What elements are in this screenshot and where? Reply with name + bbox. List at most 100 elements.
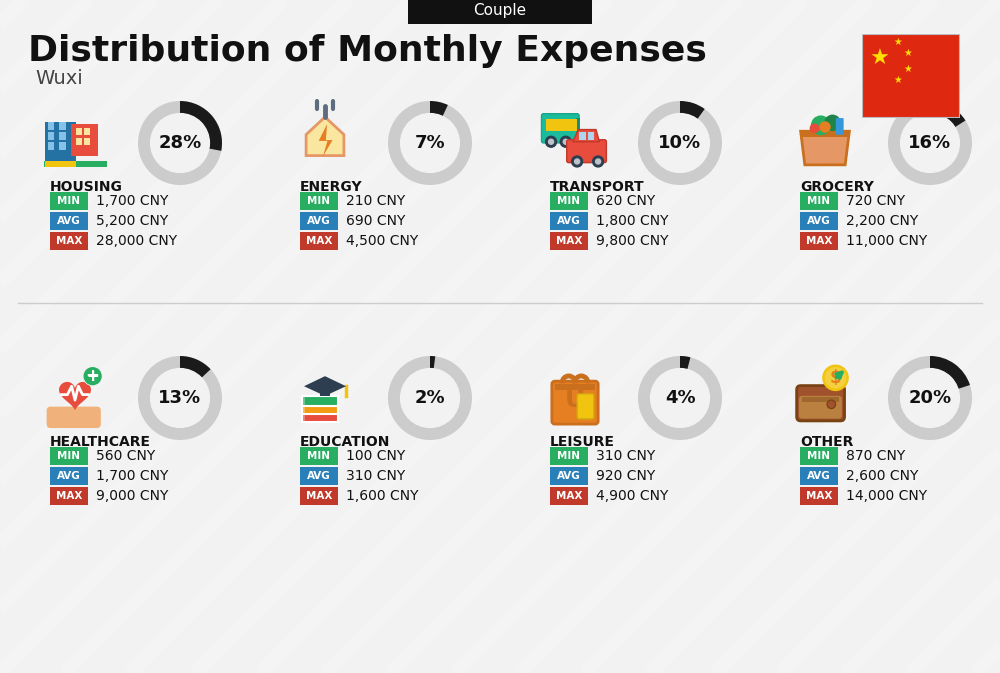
Circle shape [546, 136, 557, 147]
FancyBboxPatch shape [408, 0, 592, 24]
Text: MAX: MAX [556, 491, 582, 501]
Wedge shape [888, 356, 972, 440]
Circle shape [828, 401, 834, 407]
Text: LEISURE: LEISURE [550, 435, 615, 449]
FancyBboxPatch shape [836, 118, 844, 135]
Circle shape [401, 369, 459, 427]
Text: 1,600 CNY: 1,600 CNY [346, 489, 418, 503]
FancyBboxPatch shape [302, 396, 338, 406]
Text: 28%: 28% [158, 134, 202, 152]
FancyBboxPatch shape [588, 132, 594, 141]
Text: MAX: MAX [306, 491, 332, 501]
FancyBboxPatch shape [567, 140, 606, 163]
FancyBboxPatch shape [50, 487, 88, 505]
Text: 9,000 CNY: 9,000 CNY [96, 489, 168, 503]
Text: 1,700 CNY: 1,700 CNY [96, 469, 168, 483]
FancyBboxPatch shape [302, 404, 305, 414]
FancyBboxPatch shape [48, 132, 54, 139]
Text: OTHER: OTHER [800, 435, 853, 449]
FancyBboxPatch shape [556, 119, 567, 131]
FancyBboxPatch shape [48, 142, 54, 149]
Text: 4,900 CNY: 4,900 CNY [596, 489, 668, 503]
Circle shape [593, 156, 604, 167]
Polygon shape [304, 376, 346, 396]
Circle shape [151, 369, 209, 427]
Text: 870 CNY: 870 CNY [846, 449, 905, 463]
FancyBboxPatch shape [84, 138, 90, 145]
Wedge shape [930, 101, 965, 127]
Polygon shape [573, 130, 599, 142]
Text: ★: ★ [903, 65, 912, 75]
FancyBboxPatch shape [550, 232, 588, 250]
FancyBboxPatch shape [50, 192, 88, 210]
Text: AVG: AVG [557, 216, 581, 226]
Circle shape [820, 122, 830, 132]
Text: 310 CNY: 310 CNY [346, 469, 405, 483]
FancyBboxPatch shape [546, 119, 556, 131]
FancyBboxPatch shape [65, 412, 77, 423]
Text: U: U [565, 388, 585, 412]
Circle shape [810, 124, 819, 133]
Text: +: + [86, 369, 99, 384]
FancyBboxPatch shape [59, 132, 66, 139]
FancyBboxPatch shape [300, 447, 338, 465]
Text: 28,000 CNY: 28,000 CNY [96, 234, 177, 248]
Text: 10%: 10% [658, 134, 702, 152]
Text: ★: ★ [894, 75, 902, 85]
Text: AVG: AVG [57, 216, 81, 226]
FancyBboxPatch shape [300, 487, 338, 505]
FancyBboxPatch shape [300, 467, 338, 485]
FancyBboxPatch shape [862, 34, 960, 118]
Text: MIN: MIN [58, 451, 80, 461]
FancyBboxPatch shape [302, 396, 305, 406]
Wedge shape [180, 101, 222, 151]
Text: MIN: MIN [558, 451, 580, 461]
FancyBboxPatch shape [45, 162, 76, 168]
FancyBboxPatch shape [800, 232, 838, 250]
Text: 13%: 13% [158, 389, 202, 407]
FancyBboxPatch shape [48, 122, 54, 130]
Text: 20%: 20% [908, 389, 952, 407]
Text: 2,600 CNY: 2,600 CNY [846, 469, 918, 483]
Text: MAX: MAX [56, 236, 82, 246]
Text: ★: ★ [894, 37, 902, 47]
Wedge shape [680, 356, 690, 369]
Wedge shape [638, 101, 722, 185]
Circle shape [549, 139, 554, 144]
Circle shape [651, 114, 709, 172]
FancyBboxPatch shape [550, 467, 588, 485]
Text: HOUSING: HOUSING [50, 180, 123, 194]
Circle shape [83, 367, 102, 386]
FancyBboxPatch shape [54, 412, 66, 423]
FancyBboxPatch shape [800, 212, 838, 230]
Circle shape [85, 369, 100, 384]
FancyBboxPatch shape [45, 122, 76, 162]
FancyBboxPatch shape [76, 412, 88, 423]
FancyBboxPatch shape [800, 447, 838, 465]
Text: 5,200 CNY: 5,200 CNY [96, 214, 168, 228]
FancyBboxPatch shape [577, 394, 594, 419]
Text: MIN: MIN [308, 196, 330, 206]
Text: MIN: MIN [58, 196, 80, 206]
Wedge shape [430, 356, 435, 369]
Text: $: $ [830, 369, 841, 387]
Text: EDUCATION: EDUCATION [300, 435, 390, 449]
Circle shape [151, 114, 209, 172]
Text: 210 CNY: 210 CNY [346, 194, 405, 208]
Text: AVG: AVG [57, 471, 81, 481]
FancyBboxPatch shape [50, 467, 88, 485]
Text: Couple: Couple [473, 3, 527, 17]
FancyBboxPatch shape [302, 413, 338, 423]
Text: AVG: AVG [557, 471, 581, 481]
Circle shape [825, 367, 846, 388]
Circle shape [560, 136, 571, 147]
Text: 560 CNY: 560 CNY [96, 449, 155, 463]
FancyBboxPatch shape [50, 447, 88, 465]
Polygon shape [306, 117, 344, 155]
Text: 4,500 CNY: 4,500 CNY [346, 234, 418, 248]
Text: AVG: AVG [807, 471, 831, 481]
Text: 2%: 2% [415, 389, 445, 407]
Text: 7%: 7% [415, 134, 445, 152]
FancyBboxPatch shape [800, 487, 838, 505]
Text: 920 CNY: 920 CNY [596, 469, 655, 483]
